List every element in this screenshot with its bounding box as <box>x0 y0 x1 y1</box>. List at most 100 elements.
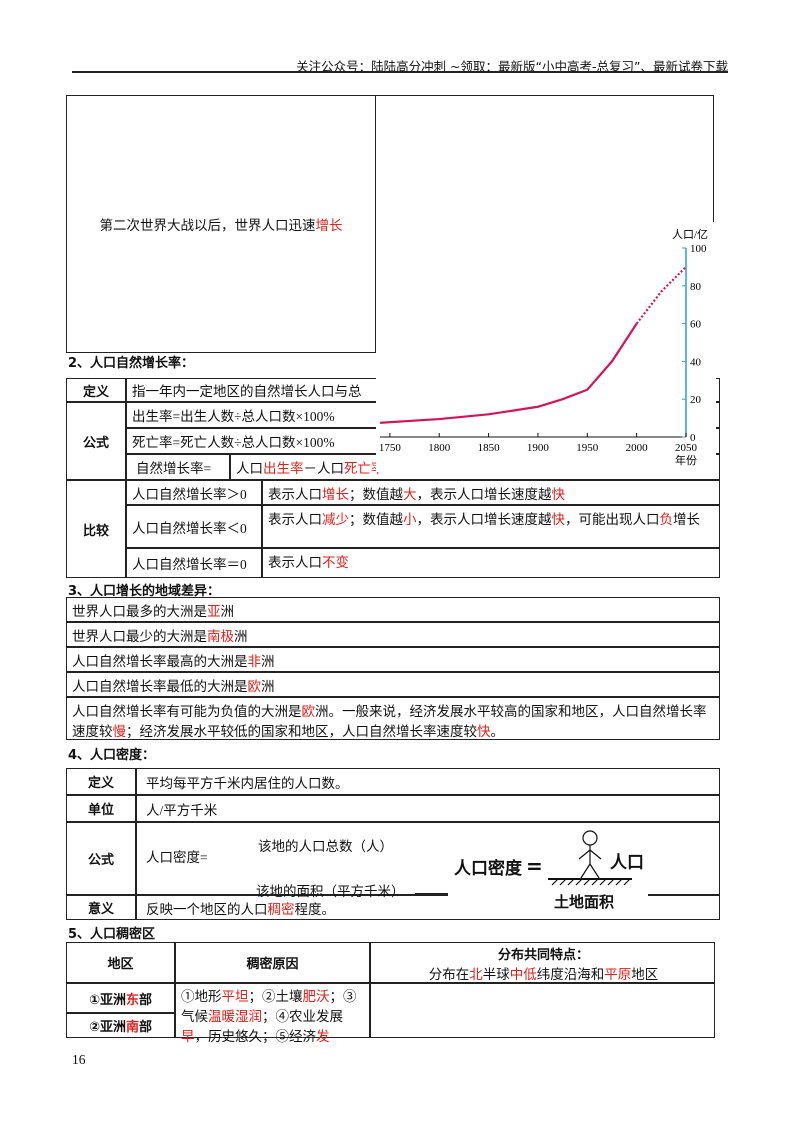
row-text: 世界人口最少的大洲是南极洲 <box>72 625 714 647</box>
label-cell <box>66 895 136 920</box>
cell-text: 反映一个地区的人口 稠密 程度。 <box>146 895 716 920</box>
population-line <box>635 266 687 325</box>
region-text: ①亚洲东部 <box>66 983 175 1013</box>
row <box>66 697 720 740</box>
text-run: 负 <box>659 512 674 527</box>
intro-left <box>66 95 376 353</box>
cell-text: 平均每平方千米内居住的人口数。 <box>146 768 716 795</box>
x-tick-label: 2050 <box>675 442 698 454</box>
text-run: 表示人口 <box>268 555 322 570</box>
formula-denominator: 该地的面积（平方千米） <box>256 884 405 899</box>
text-run: 不变 <box>322 555 349 570</box>
cell-text: 死亡率=死亡人数÷总人口数×100% <box>132 428 712 454</box>
label: 公式 <box>87 853 114 868</box>
text-run: 北 <box>469 967 483 982</box>
row <box>66 672 720 697</box>
text-run: 表示人口 <box>268 512 322 527</box>
x-tick-label: 2000 <box>626 442 649 454</box>
text-run: 分布在 <box>428 967 470 982</box>
common-text: 分布共同特点： 分布在北半球中低纬度沿海和平原地区 <box>376 944 711 982</box>
cell-text: 自然增长率= <box>136 461 212 476</box>
cell-text: 表示人口减少；数值越小，表示人口增长速度越快，可能出现人口负增长 <box>268 508 716 548</box>
text-run: 死亡率=死亡人数÷总人口数×100% <box>132 435 335 450</box>
text-run: 洲 <box>261 654 275 669</box>
section-title: 3、人口增长的地域差异： <box>68 584 221 599</box>
text-run: 人口自然增长率最低的大洲是 <box>72 679 248 694</box>
x-tick-label: 1900 <box>527 442 550 454</box>
text-run: 洲 <box>234 629 248 644</box>
cell-text: 人口自然增长率＝0 <box>132 557 247 572</box>
y-tick-label: 80 <box>690 281 702 293</box>
text-run: ，表示人口增长速度越 <box>416 487 552 502</box>
figure-label: 人口密度 <box>454 859 522 879</box>
text-run: 增长 <box>673 512 700 527</box>
text-run: ，可能出现人口 <box>565 512 660 527</box>
figure-label: 土地面积 <box>554 893 615 911</box>
text-run: ①亚洲 <box>88 992 126 1008</box>
label: 公式 <box>82 435 109 451</box>
chart-svg: 0 20 40 60 80 100 1750 1800 1850 1900 1950 2000 2050… <box>379 228 708 467</box>
cell <box>136 768 720 795</box>
x-axis-label: 年份 <box>675 453 697 467</box>
label-cell <box>66 822 136 895</box>
text-run: 发 <box>316 1029 330 1044</box>
text-run: 指一年内一定地区的自然增长人口与总 <box>132 384 362 399</box>
text-run: 增长 <box>315 218 343 233</box>
cell-text: 人口自然增长率＞0 <box>132 486 247 502</box>
text-run: ；④农业发展 <box>262 1009 343 1024</box>
text-run: 程度。 <box>294 901 336 917</box>
y-tick-label: 0 <box>690 432 696 444</box>
figure-label: = <box>526 854 543 878</box>
fraction-bar <box>415 893 451 894</box>
text-run: 大 <box>403 487 417 502</box>
header-text: 地区 <box>107 957 134 972</box>
common-cell <box>370 983 715 1038</box>
cell <box>126 548 262 578</box>
text-run: ，历史悠久；⑤经济 <box>194 1029 317 1044</box>
y-tick-label: 100 <box>690 243 707 255</box>
text-run: 出生率=出生人数÷总人口数×100% <box>132 409 335 424</box>
text-run: 慢 <box>112 724 127 739</box>
cell <box>262 505 720 548</box>
row <box>66 647 720 672</box>
cell <box>136 895 720 920</box>
text-run: 稠密 <box>267 901 295 917</box>
reason-cell <box>175 983 370 1038</box>
text-run: ；③气候 <box>181 989 357 1024</box>
text-run: 南 <box>125 1020 139 1035</box>
cell-text: 表示人口增长；数值越大，表示人口增长速度越快 <box>268 483 716 505</box>
cell-text: 人口 出生率 －人口 死亡率 <box>236 454 716 480</box>
y-tick-label: 60 <box>690 319 702 331</box>
cell <box>126 454 230 480</box>
text-run: 出生率 <box>263 461 304 476</box>
text-run: 人口 <box>236 461 263 476</box>
text-run: 亚 <box>207 604 221 619</box>
text-run: 人口自然增长率有可能为负值的大洲是 <box>72 704 302 719</box>
text-run: 非 <box>247 654 262 669</box>
text-run: 。 <box>490 724 505 739</box>
region-cell <box>66 1013 175 1038</box>
formula-lhs: 人口密度= <box>146 850 208 865</box>
header-text: 稠密原因 <box>246 957 299 972</box>
text-run: 死亡率 <box>344 461 385 476</box>
row-text: 人口自然增长率最高的大洲是非洲 <box>72 650 714 672</box>
text-run: 洲 <box>220 604 235 619</box>
text-run: 人/平方千米 <box>146 802 218 818</box>
text-run: －人口 <box>303 461 345 476</box>
section-title: 2、人口自然增长率： <box>68 356 195 371</box>
text-run: 南极 <box>207 629 234 644</box>
label-cell <box>66 378 126 402</box>
text-run: 减少 <box>322 512 349 527</box>
text-run: 肥沃 <box>302 989 330 1004</box>
cell <box>136 795 720 822</box>
x-tick-label: 1750 <box>379 442 402 454</box>
text-run: ；数值越 <box>349 487 403 502</box>
text-run: 增长 <box>322 487 349 502</box>
section-title: 4、人口密度： <box>68 748 156 763</box>
text-run: ，表示人口增长速度越 <box>416 512 552 527</box>
cell <box>136 822 720 895</box>
figure-art <box>548 830 632 886</box>
text-run: 表示人口 <box>268 487 322 502</box>
header-cell <box>175 942 370 983</box>
